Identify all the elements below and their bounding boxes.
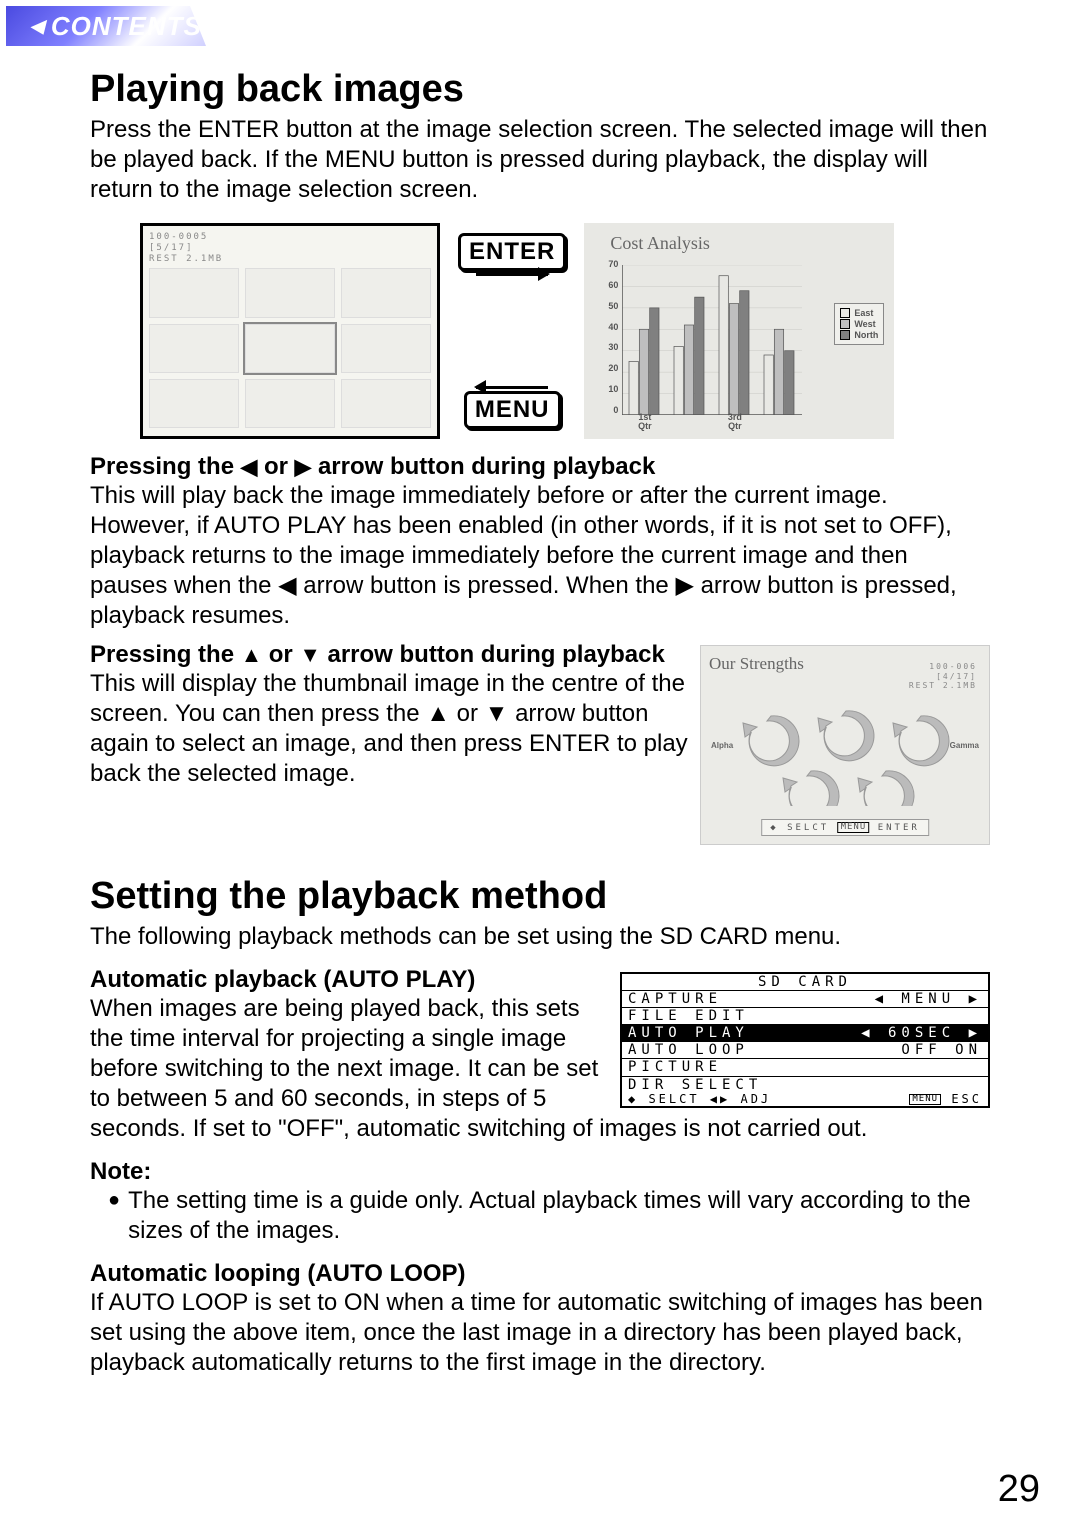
sub2-mid: or xyxy=(262,641,299,668)
chart-title: Cost Analysis xyxy=(610,233,886,254)
thumb-hdr-1: 100-0005 xyxy=(149,232,431,243)
menu-minikey-icon: MENU xyxy=(838,822,870,833)
contents-label: CONTENTS xyxy=(51,11,202,42)
up-arrow-icon: ▲ xyxy=(241,642,262,667)
sf-meta-2: [4/17] xyxy=(909,672,977,682)
chart-xlabels: 1stQtr3rdQtr xyxy=(622,413,802,431)
note-bullet: ● The setting time is a guide only. Actu… xyxy=(90,1186,990,1246)
thumb-cell xyxy=(149,268,239,317)
sd-menu-row: DIR SELECT xyxy=(622,1077,988,1093)
thumb-cell xyxy=(149,379,239,428)
sub1-mid: or xyxy=(257,453,294,480)
page-content: Playing back images Press the ENTER butt… xyxy=(90,60,990,1378)
thumb-cell xyxy=(341,268,431,317)
menu-key-icon: MENU xyxy=(464,391,561,429)
sf-meta-1: 100-006 xyxy=(909,662,977,672)
thumb-hdr-3: REST 2.1MB xyxy=(149,254,431,265)
thumb-cell xyxy=(149,324,239,373)
sf-label-alpha: Alpha xyxy=(711,741,733,750)
thumb-hdr-2: [5/17] xyxy=(149,243,431,254)
left-arrow-icon: ◀ xyxy=(241,454,258,479)
sd-foot-l: ◆ SELCT ◀▶ ADJ xyxy=(628,1093,909,1107)
section1-heading: Playing back images xyxy=(90,68,990,111)
page-number: 29 xyxy=(998,1468,1040,1511)
bars-svg xyxy=(622,265,802,415)
enter-key-icon: ENTER xyxy=(458,233,566,271)
down-arrow-icon: ▼ xyxy=(299,642,320,667)
sf-label-gamma: Gamma xyxy=(950,741,979,750)
section1-intro: Press the ENTER button at the image sele… xyxy=(90,115,990,205)
chart-legend: EastWestNorth xyxy=(834,303,884,345)
sub2-post: arrow button during playback xyxy=(321,641,665,668)
thumb-cell xyxy=(245,268,335,317)
sd-menu-row: AUTO LOOPOFF ON xyxy=(622,1042,988,1059)
sd-menu-row: FILE EDIT xyxy=(622,1008,988,1025)
strengths-figure: Our Strengths 100-006 [4/17] REST 2.1MB xyxy=(700,645,990,845)
thumb-cell-selected xyxy=(245,324,335,373)
arrow-right-icon xyxy=(476,273,548,276)
thumbnail-screen: 100-0005 [5/17] REST 2.1MB xyxy=(140,223,440,439)
arrow-left-icon xyxy=(476,386,548,389)
sd-menu-footer: ◆ SELCT ◀▶ ADJ MENU ESC xyxy=(622,1093,988,1107)
chart-area xyxy=(622,265,802,415)
chart-ylabels: 010203040506070 xyxy=(602,259,618,415)
section2-intro: The following playback methods can be se… xyxy=(90,922,990,952)
sub1-post: arrow button during playback xyxy=(311,453,655,480)
sub1-heading: Pressing the ◀ or ▶ arrow button during … xyxy=(90,453,990,481)
sub1-pre: Pressing the xyxy=(90,453,241,480)
menu-minikey-icon: MENU xyxy=(909,1094,941,1105)
bullet-icon: ● xyxy=(108,1186,120,1246)
thumb-cell xyxy=(341,379,431,428)
right-arrow-icon: ▶ xyxy=(295,454,312,479)
note-text: The setting time is a guide only. Actual… xyxy=(128,1186,990,1246)
autoloop-heading: Automatic looping (AUTO LOOP) xyxy=(90,1260,990,1288)
sd-menu-row: CAPTURE◀ MENU ▶ xyxy=(622,991,988,1008)
sd-foot-r: MENU ESC xyxy=(909,1093,982,1107)
contents-tab[interactable]: ◀ CONTENTS xyxy=(6,6,206,46)
sd-menu-row: PICTURE xyxy=(622,1059,988,1076)
thumb-cell xyxy=(245,379,335,428)
section2-heading: Setting the playback method xyxy=(90,875,990,918)
sd-menu-title: SD CARD xyxy=(622,974,988,991)
sd-card-menu: SD CARD CAPTURE◀ MENU ▶FILE EDITAUTO PLA… xyxy=(620,972,990,1108)
note-label: Note: xyxy=(90,1158,990,1186)
cost-analysis-chart: Cost Analysis 010203040506070 1stQtr3rdQ… xyxy=(584,223,894,439)
autoloop-body: If AUTO LOOP is set to ON when a time fo… xyxy=(90,1288,990,1378)
playback-figure: 100-0005 [5/17] REST 2.1MB ENTER xyxy=(140,223,990,439)
sf-bb-r: ENTER xyxy=(878,823,920,833)
enter-arrow-group: ENTER xyxy=(458,233,566,276)
strengths-bottombar: ◆ SELCT MENU ENTER xyxy=(761,819,929,836)
sf-bb-l: SELCT xyxy=(787,823,829,833)
menu-arrow-group: MENU xyxy=(464,386,561,429)
sub2-pre: Pressing the xyxy=(90,641,241,668)
sub1-body: This will play back the image immediatel… xyxy=(90,481,990,631)
contents-back-icon: ◀ xyxy=(30,16,45,37)
thumb-cell xyxy=(341,324,431,373)
sd-menu-row: AUTO PLAY◀ 60SEC ▶ xyxy=(622,1025,988,1042)
arrow-column: ENTER MENU xyxy=(458,233,566,429)
arrow-cycle-diagram xyxy=(721,686,971,806)
